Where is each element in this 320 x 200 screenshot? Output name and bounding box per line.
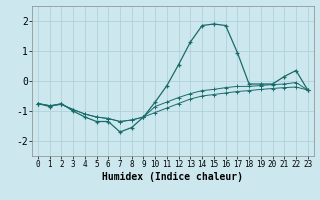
- X-axis label: Humidex (Indice chaleur): Humidex (Indice chaleur): [102, 172, 243, 182]
